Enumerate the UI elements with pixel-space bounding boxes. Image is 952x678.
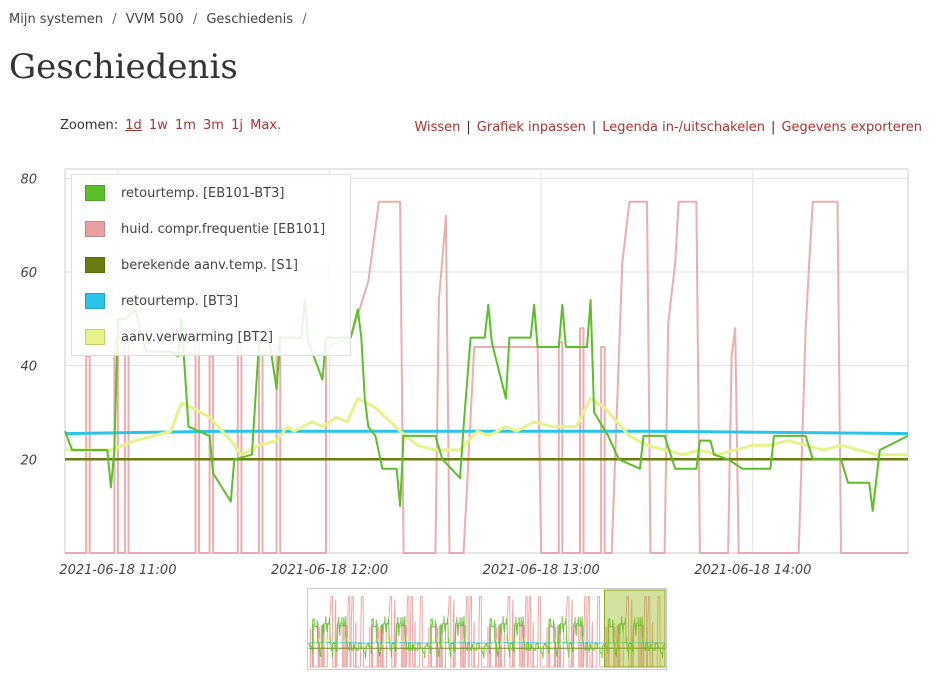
- legend-label: aanv.verwarming [BT2]: [121, 329, 273, 345]
- y-tick-label: 20: [20, 453, 37, 468]
- breadcrumb-item-geschiedenis[interactable]: Geschiedenis: [206, 12, 294, 27]
- breadcrumb-separator: /: [112, 12, 117, 27]
- navigator-series-line: [545, 634, 605, 649]
- chart-actions: Wissen | Grafiek inpassen | Legenda in-/uits…: [402, 118, 922, 138]
- x-axis: 2021-06-18 11:00 2021-06-18 12:00 2021-06-…: [59, 563, 811, 578]
- chart-series: [64, 200, 909, 554]
- toggle-legend-link[interactable]: Legenda in-/uitschakelen: [602, 120, 766, 135]
- legend-swatch: [85, 257, 105, 273]
- x-tick-label: 2021-06-18 12:00: [271, 563, 388, 578]
- zoom-option-3m[interactable]: 3m: [203, 118, 224, 133]
- action-separator: |: [466, 120, 471, 135]
- zoom-option-1m[interactable]: 1m: [174, 118, 196, 133]
- legend-label: retourtemp. [BT3]: [121, 293, 239, 309]
- breadcrumb-separator: /: [192, 12, 198, 27]
- breadcrumb-item-mijn-systemen[interactable]: Mijn systemen: [9, 12, 104, 27]
- action-separator: |: [591, 120, 597, 135]
- navigator-series-line: [604, 634, 665, 649]
- zoom-option-1j[interactable]: 1j: [231, 118, 243, 133]
- legend-label: berekende aanv.temp. [S1]: [121, 257, 298, 273]
- action-separator: |: [771, 120, 776, 135]
- x-tick-label: 2021-06-18 14:00: [694, 563, 811, 578]
- legend-swatch: [85, 293, 105, 309]
- legend-label: retourtemp. [EB101-BT3]: [121, 185, 285, 201]
- navigator-selection[interactable]: [603, 589, 666, 668]
- navigator-chart[interactable]: [308, 589, 666, 668]
- legend-swatch: [85, 329, 105, 345]
- y-tick-label: 60: [20, 266, 37, 281]
- navigator-series-line: [485, 616, 546, 659]
- y-tick-label: 80: [20, 172, 37, 187]
- export-data-link[interactable]: Gegevens exporteren: [781, 120, 922, 135]
- legend-item[interactable]: retourtemp. [EB101-BT3]: [72, 175, 350, 211]
- zoom-option-1d[interactable]: 1d: [125, 118, 142, 133]
- legend-item[interactable]: aanv.verwarming [BT2]: [72, 319, 350, 355]
- page-title: Geschiedenis: [9, 47, 238, 87]
- navigator-series-line: [308, 616, 369, 659]
- legend-item[interactable]: berekende aanv.temp. [S1]: [72, 247, 350, 283]
- navigator-series-line: [426, 616, 487, 659]
- zoom-label: Zoomen:: [60, 118, 119, 133]
- zoom-option-max[interactable]: Max.: [250, 118, 282, 133]
- navigator-series-line: [544, 616, 605, 659]
- navigator-series-line: [367, 616, 428, 659]
- breadcrumb: Mijn systemen / VVM 500 / Geschiedenis /: [9, 12, 312, 27]
- zoom-option-1w[interactable]: 1w: [148, 118, 168, 133]
- x-tick-label: 2021-06-18 11:00: [59, 563, 176, 578]
- legend-label: huid. compr.frequentie [EB101]: [121, 221, 326, 237]
- y-tick-label: 40: [20, 360, 37, 375]
- legend-item[interactable]: retourtemp. [BT3]: [72, 283, 350, 319]
- navigator-series-line: [309, 634, 369, 649]
- chart-legend: retourtemp. [EB101-BT3] huid. compr.freq…: [71, 174, 351, 356]
- x-tick-label: 2021-06-18 13:00: [483, 563, 600, 578]
- zoom-controls: Zoomen: 1d 1w 1m 3m 1j Max.: [60, 118, 281, 133]
- series-line: [64, 299, 909, 512]
- breadcrumb-item-vvm500[interactable]: VVM 500: [125, 12, 184, 27]
- navigator-series-line: [368, 634, 428, 649]
- navigator-series-line: [604, 616, 666, 659]
- legend-swatch: [85, 221, 105, 237]
- breadcrumb-separator: /: [302, 12, 307, 27]
- legend-item[interactable]: huid. compr.frequentie [EB101]: [72, 211, 350, 247]
- legend-swatch: [85, 185, 105, 201]
- series-line: [65, 397, 908, 457]
- y-axis: 20 40 60 80: [20, 172, 37, 468]
- clear-link[interactable]: Wissen: [414, 120, 461, 135]
- navigator-series-line: [486, 634, 546, 649]
- navigator-series-line: [427, 634, 487, 649]
- fit-chart-link[interactable]: Grafiek inpassen: [476, 120, 586, 135]
